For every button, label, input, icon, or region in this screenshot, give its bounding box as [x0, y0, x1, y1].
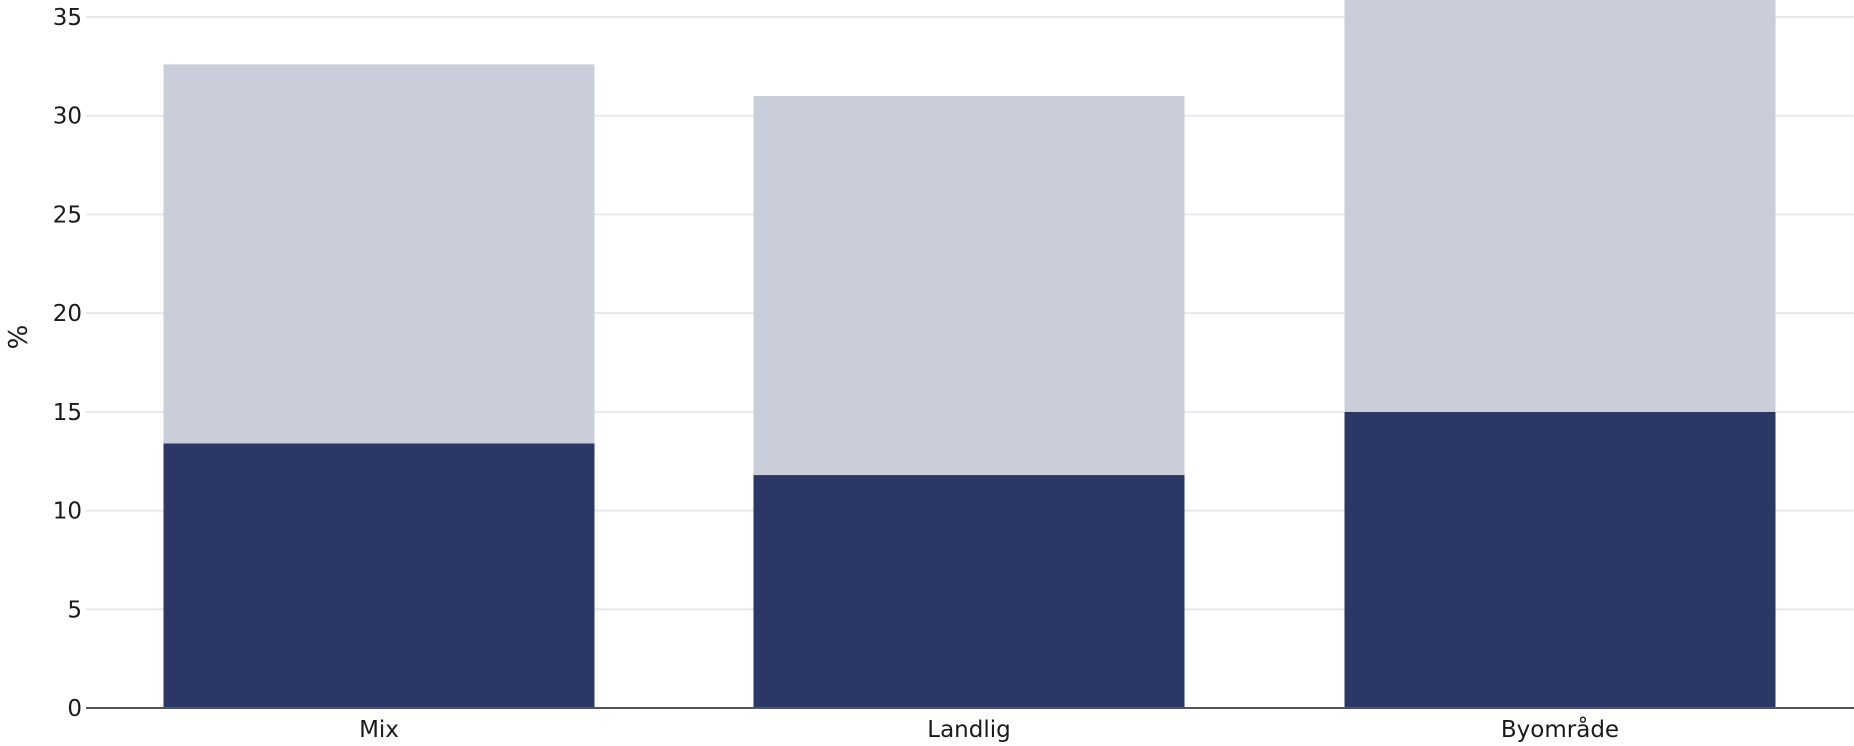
- y-tick-label: 0: [67, 696, 82, 722]
- bar-segment-1-landlig: [753, 475, 1185, 708]
- x-tick-label: Byområde: [1501, 715, 1619, 743]
- y-tick-labels: 0 5 10 15 20 25 30 35: [53, 5, 82, 722]
- bar-segment-1-mix: [163, 443, 595, 708]
- y-tick-label: 10: [53, 499, 82, 525]
- y-tick-label: 20: [53, 301, 82, 327]
- x-tick-label: Mix: [359, 717, 399, 743]
- x-tick-labels: Mix Landlig Byområde: [359, 715, 1619, 743]
- y-tick-label: 5: [67, 597, 82, 623]
- y-axis-title: %: [4, 325, 34, 350]
- bar-segment-2-byområde: [1344, 0, 1776, 412]
- x-tick-label: Landlig: [927, 717, 1010, 743]
- bar-segment-2-landlig: [753, 95, 1185, 476]
- bar-segment-2-mix: [163, 64, 595, 444]
- y-tick-label: 15: [53, 400, 82, 426]
- bar-segment-1-byområde: [1344, 411, 1776, 708]
- y-tick-label: 25: [53, 202, 82, 228]
- bars-layer: [163, 0, 1776, 708]
- y-tick-label: 35: [53, 5, 82, 31]
- y-tick-label: 30: [53, 104, 82, 130]
